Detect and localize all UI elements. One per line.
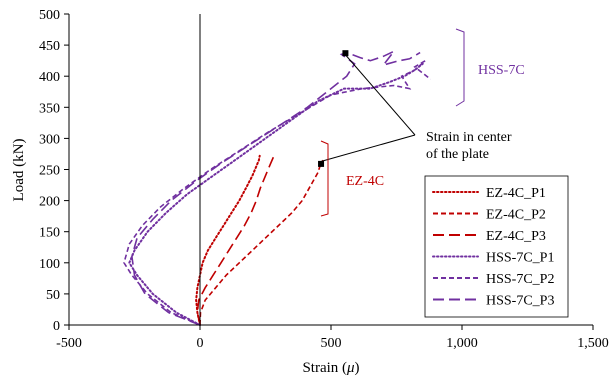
ez-brace <box>320 140 329 217</box>
y-axis-title: Load (kN) <box>11 139 27 202</box>
x-tick-label: 0 <box>197 336 204 351</box>
x-tick-label: -500 <box>56 336 82 351</box>
strain-center-marker <box>342 50 349 57</box>
hss-brace <box>455 28 465 107</box>
x-ticks: -500 0 500 1,000 1,500 <box>56 325 609 351</box>
annotation-pointer-lower <box>318 134 416 163</box>
y-tick-label: 50 <box>46 288 60 303</box>
series-line-hss-7c-p1 <box>128 62 424 326</box>
y-tick-label: 250 <box>39 164 60 179</box>
y-tick-label: 0 <box>53 319 60 334</box>
legend-box <box>424 175 569 318</box>
annotation-strain-line1: Strain in center <box>426 130 512 145</box>
legend: EZ-4C_P1 EZ-4C_P2 EZ-4C_P3 HSS-7C_P1 HSS-7C_… <box>424 175 569 318</box>
series-line-ez-4c-p2 <box>199 159 324 326</box>
strain-center-marker <box>318 160 325 167</box>
legend-label-ez-4c-p1: EZ-4C_P1 <box>486 186 546 201</box>
legend-label-hss-7c-p3: HSS-7C_P3 <box>486 294 554 309</box>
series-line-ez-4c-p3 <box>196 156 275 326</box>
legend-items: EZ-4C_P1 EZ-4C_P2 EZ-4C_P3 HSS-7C_P1 HSS-7C_… <box>432 186 554 309</box>
y-tick-label: 100 <box>39 257 60 272</box>
y-tick-label: 400 <box>39 70 60 85</box>
hss-group-label: HSS-7C <box>478 63 525 78</box>
y-tick-label: 450 <box>39 39 60 54</box>
y-tick-label: 150 <box>39 226 60 241</box>
x-tick-label: 1,500 <box>577 336 609 351</box>
legend-label-hss-7c-p2: HSS-7C_P2 <box>486 272 554 287</box>
legend-label-ez-4c-p3: EZ-4C_P3 <box>486 229 546 244</box>
y-tick-label: 200 <box>39 195 60 210</box>
ez-group-label: EZ-4C <box>346 174 384 189</box>
annotation-pointer-upper <box>342 51 416 136</box>
y-tick-label: 350 <box>39 101 60 116</box>
legend-label-hss-7c-p1: HSS-7C_P1 <box>486 251 554 266</box>
y-tick-label: 300 <box>39 132 60 147</box>
plot-lines <box>123 50 432 326</box>
series-line-ez-4c-p1 <box>195 154 261 326</box>
series-line-hss-7c-p3 <box>131 50 421 326</box>
annotation-strain-line2: of the plate <box>426 147 489 162</box>
x-axis-title: Strain (μ) <box>302 360 359 376</box>
y-ticks: 0 50 100 150 200 250 300 350 400 450 500 <box>39 8 69 334</box>
x-tick-label: 500 <box>321 336 342 351</box>
x-tick-label: 1,000 <box>446 336 478 351</box>
y-tick-label: 500 <box>39 8 60 23</box>
legend-label-ez-4c-p2: EZ-4C_P2 <box>486 208 546 223</box>
markers <box>318 50 349 167</box>
